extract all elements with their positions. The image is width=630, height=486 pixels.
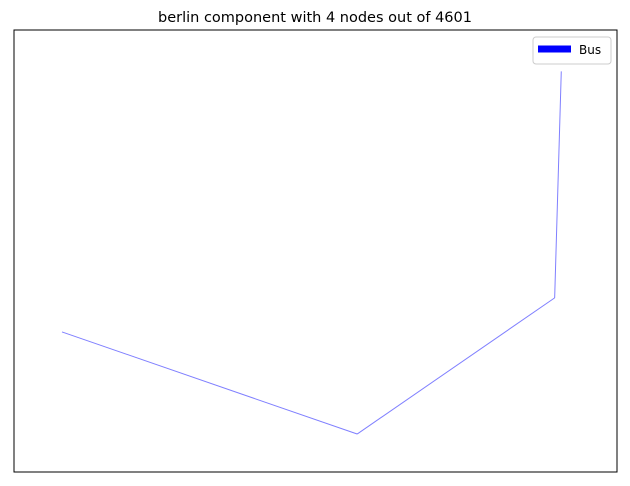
legend: Bus xyxy=(532,36,612,65)
plot-area xyxy=(13,29,618,473)
bus-edge xyxy=(356,297,555,435)
legend-frame xyxy=(532,36,612,65)
legend-label-bus: Bus xyxy=(579,43,601,57)
bus-edge xyxy=(554,71,562,298)
bus-edges xyxy=(61,71,562,435)
bus-edge xyxy=(61,331,358,435)
chart-title: berlin component with 4 nodes out of 460… xyxy=(158,10,472,26)
legend-swatch-bus xyxy=(538,45,571,53)
